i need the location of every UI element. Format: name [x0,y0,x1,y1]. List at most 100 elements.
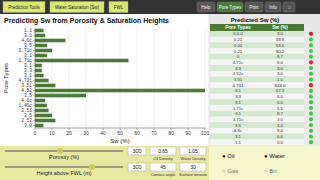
table-sw-value: 0.0 [277,140,284,145]
nav-tab[interactable] [109,2,128,13]
nav-button-label: Info [269,5,277,10]
x-tick-label: 100 [201,130,210,136]
nav-button[interactable] [217,2,243,12]
status-dot [309,60,313,64]
bar [35,79,49,83]
y-tick-label: 3.5 [24,43,32,48]
status-dot [309,83,313,87]
table-sw-value: 53.6 [276,43,285,48]
table-pore-type: 4.52c [233,71,245,76]
input-box[interactable] [180,163,206,171]
table-pore-type: 3.3 [235,94,242,99]
status-dot [309,66,313,70]
nav-tab[interactable] [3,2,45,13]
table-pore-type: 3.3 [235,66,242,71]
table-pore-type: 3.71c [233,117,245,122]
y-tick-label: 3.5 [24,93,32,98]
table-sw-value: 90.2 [276,49,285,54]
table-row [210,60,304,66]
status-dot [309,32,313,36]
nav-tab-label: Prediction Tools [8,5,40,10]
slider-label: Porosity (%) [49,154,79,160]
input-box[interactable] [150,147,176,155]
x-tick-label: 30 [83,130,89,136]
table-sw-value: 6.0 [277,60,284,65]
y-tick-label: 3.1 [24,63,32,68]
table-pore-type: 4.731 [233,83,245,88]
nav-button[interactable] [265,2,281,12]
radio-option[interactable]: ● Water [264,153,285,159]
grid-line [188,28,189,128]
table-row [210,117,304,123]
bar [35,49,52,53]
input-box[interactable] [180,147,206,155]
grid-line [205,28,206,128]
table-pore-type: 0 [237,54,240,59]
table-header-label: Pore Types [225,25,251,30]
y-tick-label: 3.1 [24,33,32,38]
x-tick-label: 70 [151,130,157,136]
radio-option[interactable]: ● Oil [222,153,235,159]
bar [35,64,42,68]
nav-tab-label: FWL [114,5,124,10]
table-row [210,37,304,43]
table-pore-type: 1.1 [235,140,242,145]
nav-button[interactable] [283,2,295,12]
x-tick-label: 80 [168,130,174,136]
table-pore-type: 3.5 [235,123,242,128]
input-label: Surface tension [179,172,207,177]
table-pore-type: 3.1 [235,88,242,93]
input-label: Oil Density [153,156,172,161]
table-row [210,71,304,77]
table-pore-type: 4.6c [234,128,243,133]
bar [35,74,44,78]
table-row [210,139,304,145]
y-axis-line [35,28,36,128]
radio-option[interactable]: ○ Bri [264,168,277,174]
bar [35,119,55,123]
status-dot [309,100,313,104]
table-row [210,94,304,100]
table-sw-value: 8.7 [277,111,284,116]
value-box[interactable] [128,163,146,171]
value-box-text: 300 [132,164,141,170]
status-dot [309,89,313,93]
table-row [210,77,304,83]
value-box[interactable] [128,147,146,155]
nav-tab-label: Water Saturation (Sw) [55,5,100,10]
input-value: 45 [160,164,166,170]
y-tick-label: 4.731 [18,78,32,83]
grid-line [120,28,121,128]
grid-line [35,28,36,128]
grid-line [137,28,138,128]
table-row [210,134,304,140]
grid-line [103,28,104,128]
chart-title: Predicting Sw from Porosity & Saturation… [4,17,169,25]
nav-button[interactable] [245,2,263,12]
grid-line [86,28,87,128]
bar [35,124,44,128]
table-pore-type: 0.0.0 [233,31,243,36]
nav-bar [0,0,320,14]
grid-line [69,28,70,128]
nav-button-label: Print [249,5,259,10]
status-dot [309,112,313,116]
input-box[interactable] [150,163,176,171]
x-tick-label: 10 [49,130,55,136]
status-dot [309,94,313,98]
status-dot [309,43,313,47]
table-row [210,65,304,71]
table-sw-value: 9.0 [277,128,284,133]
table-header [210,24,304,31]
radio-option[interactable]: ○ Gas [222,168,238,174]
nav-tab[interactable] [50,2,104,13]
radio-panel [209,146,320,180]
table-row [210,48,304,54]
input-value: 1.05 [188,148,198,154]
table-sw-value: 3.0 [277,66,284,71]
table-panel [209,14,320,146]
y-axis-label: Pore Types [3,63,9,93]
table-pore-type: 4.71c [233,60,245,65]
nav-button[interactable] [197,2,215,12]
table-row [210,105,304,111]
